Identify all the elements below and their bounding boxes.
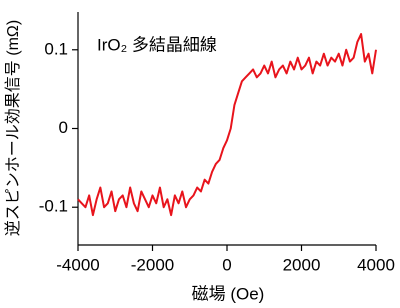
x-tick-label: 0: [222, 255, 231, 274]
y-tick-label: 0: [59, 118, 68, 137]
y-tick-label: -0.1: [39, 197, 68, 216]
y-axis-label: 逆スピンホール効果信号 (mΩ): [4, 20, 22, 236]
x-tick-label: 4000: [357, 255, 395, 274]
data-line: [77, 33, 377, 217]
x-tick-label: 2000: [283, 255, 321, 274]
x-axis-label: 磁場 (Oe): [192, 284, 265, 303]
y-tick-label: 0.1: [44, 39, 68, 58]
x-tick-label: -4000: [56, 255, 99, 274]
x-tick-label: -2000: [131, 255, 174, 274]
annotation: IrO₂ 多結晶細線: [97, 35, 217, 54]
